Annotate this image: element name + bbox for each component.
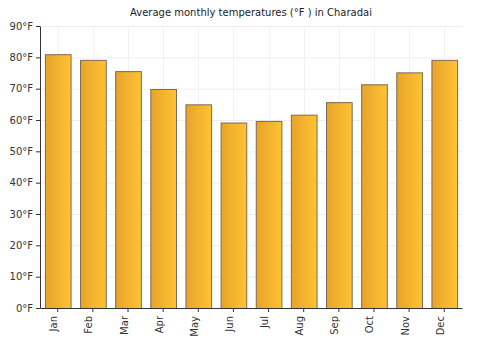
tick: Aug xyxy=(294,308,305,336)
bar xyxy=(221,123,247,308)
tick-mark xyxy=(57,308,58,312)
tick-mark xyxy=(198,308,199,312)
tick-label: 80°F xyxy=(10,52,34,63)
tick-mark xyxy=(36,277,40,278)
tick-label: 50°F xyxy=(10,146,34,157)
tick-mark xyxy=(373,308,374,312)
tick-label: Dec xyxy=(435,316,446,335)
tick: 0°F xyxy=(16,303,40,314)
tick-label: Feb xyxy=(83,316,94,334)
axis-line xyxy=(40,27,41,309)
bar xyxy=(81,60,107,308)
tick: 90°F xyxy=(10,21,40,32)
tick-label: Mar xyxy=(119,315,130,335)
tick-mark xyxy=(36,57,40,58)
tick: Oct xyxy=(364,308,375,333)
tick-label: 90°F xyxy=(10,21,34,32)
tick-mark xyxy=(338,308,339,312)
bar xyxy=(327,103,353,308)
tick-label: Oct xyxy=(364,316,375,333)
bar xyxy=(432,60,458,308)
tick: 60°F xyxy=(10,115,40,126)
tick-label: Jan xyxy=(48,316,59,332)
tick: 70°F xyxy=(10,83,40,94)
tick-mark xyxy=(444,308,445,312)
title: Average monthly temperatures (°F ) in Ch… xyxy=(130,7,372,18)
tick-mark xyxy=(92,308,93,312)
tick: 50°F xyxy=(10,146,40,157)
tick-label: 10°F xyxy=(10,271,34,282)
grid xyxy=(40,26,462,309)
tick-label: Apr xyxy=(154,315,165,333)
tick-label: 30°F xyxy=(10,209,34,220)
tick: 30°F xyxy=(10,209,40,220)
bar xyxy=(116,72,142,308)
tick: Nov xyxy=(400,308,411,336)
tick-mark xyxy=(303,308,304,312)
bar xyxy=(186,105,212,308)
tick-mark xyxy=(36,120,40,121)
plot-area: 0°F 10°F 20°F 30°F 40°F 50°F 60°F 70°F 80°F 90°F J… xyxy=(10,21,463,337)
tick: Jul xyxy=(259,308,270,329)
tick-label: Sep xyxy=(329,316,340,335)
tick-mark xyxy=(163,308,164,312)
tick-mark xyxy=(409,308,410,312)
bar xyxy=(291,115,317,308)
tick-mark xyxy=(36,183,40,184)
tick: Jun xyxy=(224,308,235,333)
tick-mark xyxy=(36,89,40,90)
tick-label: Jul xyxy=(259,316,270,329)
tick-mark xyxy=(128,308,129,312)
tick-label: 20°F xyxy=(10,240,34,251)
x-axis: Jan Feb Mar Apr May Jun Jul Aug Sep Oct Nov Dec xyxy=(41,308,463,337)
tick-label: 0°F xyxy=(16,303,33,314)
tick-label: 70°F xyxy=(10,83,34,94)
tick-label: Jun xyxy=(224,316,235,333)
bar xyxy=(256,121,282,308)
y-axis: 0°F 10°F 20°F 30°F 40°F 50°F 60°F 70°F 80°F 90°F xyxy=(10,21,41,314)
bar xyxy=(362,85,388,308)
axis-line xyxy=(41,308,463,309)
tick: 80°F xyxy=(10,52,40,63)
bar xyxy=(45,55,71,308)
tick-mark xyxy=(268,308,269,312)
tick: 40°F xyxy=(10,177,40,188)
grid-line xyxy=(40,57,462,58)
tick: Mar xyxy=(119,308,130,335)
tick: May xyxy=(189,308,200,337)
tick-label: 40°F xyxy=(10,177,34,188)
tick-label: May xyxy=(189,316,200,337)
tick-mark xyxy=(36,245,40,246)
bars xyxy=(45,55,457,308)
bar xyxy=(151,89,177,308)
tick-label: Aug xyxy=(294,316,305,336)
tick-mark xyxy=(36,214,40,215)
chart: 0°F 10°F 20°F 30°F 40°F 50°F 60°F 70°F 80°F 90°F J… xyxy=(0,0,500,350)
bar xyxy=(397,73,423,308)
tick-mark xyxy=(36,26,40,27)
grid-line xyxy=(40,308,462,309)
tick: Dec xyxy=(435,308,446,335)
tick-label: Nov xyxy=(400,316,411,336)
tick: 20°F xyxy=(10,240,40,251)
tick-label: 60°F xyxy=(10,115,34,126)
grid-line xyxy=(40,26,462,27)
tick: Apr xyxy=(154,308,165,333)
tick-mark xyxy=(36,151,40,152)
tick-mark xyxy=(36,308,40,309)
tick: 10°F xyxy=(10,271,40,282)
tick: Sep xyxy=(329,308,340,335)
tick: Feb xyxy=(83,308,94,334)
tick: Jan xyxy=(48,308,59,332)
tick-mark xyxy=(233,308,234,312)
